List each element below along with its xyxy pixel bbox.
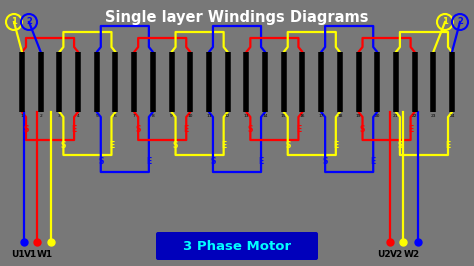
Text: S: S [285,140,291,149]
Text: S: S [322,157,328,167]
Text: E: E [408,126,413,135]
Text: S: S [360,126,365,135]
Text: W2: W2 [404,250,420,259]
Text: 17: 17 [319,114,324,118]
Text: 2: 2 [39,114,42,118]
Text: W1: W1 [37,250,53,259]
Text: E: E [333,140,338,149]
Text: S: S [136,126,141,135]
Text: 8: 8 [152,114,154,118]
Text: S: S [210,157,216,167]
Text: E: E [109,140,114,149]
Text: S: S [173,140,178,149]
Text: E: E [371,157,376,167]
Text: 23: 23 [430,114,436,118]
Text: 12: 12 [225,114,230,118]
Text: E: E [296,126,301,135]
Text: 16: 16 [300,114,305,118]
Text: Single layer Windings Diagrams: Single layer Windings Diagrams [105,10,369,25]
Text: S: S [397,140,402,149]
Text: S: S [98,157,103,167]
Text: 10: 10 [188,114,193,118]
Text: U2: U2 [377,250,391,259]
Text: S: S [61,140,66,149]
Text: 9: 9 [170,114,173,118]
Text: V2: V2 [391,250,404,259]
Text: 6: 6 [114,114,117,118]
Text: E: E [446,140,451,149]
Text: E: E [146,157,152,167]
Text: E: E [183,126,189,135]
Text: 1: 1 [21,114,23,118]
Text: 15: 15 [281,114,287,118]
Text: E: E [72,126,77,135]
Text: 24: 24 [449,114,455,118]
Text: 18: 18 [337,114,343,118]
Text: 21: 21 [393,114,399,118]
Text: 2: 2 [26,18,32,27]
Text: 22: 22 [412,114,418,118]
Text: 1: 1 [442,18,448,27]
Text: 4: 4 [77,114,80,118]
Text: S: S [23,126,29,135]
Text: 1: 1 [11,18,17,27]
Text: 3 Phase Motor: 3 Phase Motor [183,239,291,252]
Text: E: E [258,157,264,167]
Text: 20: 20 [374,114,380,118]
Text: 19: 19 [356,114,361,118]
Text: 2: 2 [457,18,463,27]
Text: V1: V1 [24,250,37,259]
Text: E: E [221,140,226,149]
Text: S: S [247,126,253,135]
Text: U1: U1 [11,250,25,259]
Text: 5: 5 [95,114,98,118]
FancyBboxPatch shape [156,232,318,260]
Text: 7: 7 [133,114,136,118]
Text: 14: 14 [262,114,268,118]
Text: 3: 3 [58,114,61,118]
Text: 13: 13 [244,114,249,118]
Text: 11: 11 [206,114,212,118]
